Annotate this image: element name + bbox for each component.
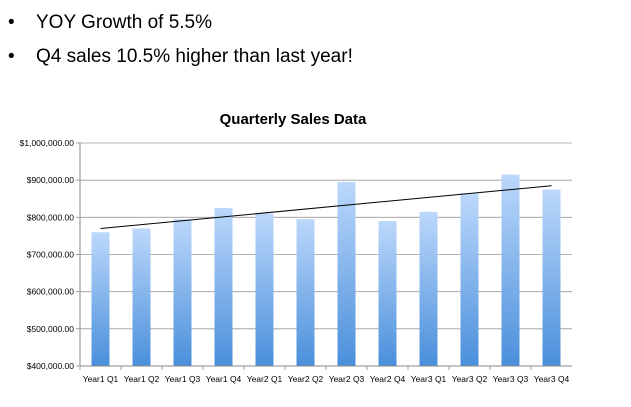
bar	[173, 219, 192, 366]
x-tick-label: Year3 Q1	[411, 374, 447, 384]
bar	[337, 182, 356, 366]
bar	[255, 213, 274, 366]
x-tick-label: Year1 Q1	[83, 374, 119, 384]
bar	[460, 193, 479, 366]
bullet-dot-icon: •	[8, 12, 15, 33]
x-tick-label: Year1 Q2	[124, 374, 160, 384]
x-tick-label: Year2 Q2	[288, 374, 324, 384]
bar	[419, 211, 438, 366]
bullet-text: Q4 sales 10.5% higher than last year!	[36, 46, 353, 67]
bullet-list: • YOY Growth of 5.5% • Q4 sales 10.5% hi…	[8, 6, 353, 74]
x-tick-label: Year3 Q3	[493, 374, 529, 384]
trendline-line	[100, 185, 552, 229]
x-tick-label: Year2 Q4	[370, 374, 406, 384]
y-tick-label: $600,000.00	[27, 287, 75, 297]
bar	[214, 208, 233, 366]
y-tick-label: $500,000.00	[27, 324, 75, 334]
axes	[79, 143, 572, 367]
bar	[296, 219, 315, 366]
y-axis-ticks: $400,000.00 $500,000.00 $600,000.00 $700,00…	[20, 138, 75, 371]
bars	[91, 174, 561, 366]
bar	[91, 232, 110, 366]
x-axis-ticks: Year1 Q1 Year1 Q2 Year1 Q3 Year1 Q4 Year2 Q1…	[83, 374, 570, 384]
bar	[542, 189, 561, 366]
x-tick-label: Year2 Q1	[247, 374, 283, 384]
y-tick-label: $1,000,000.00	[20, 138, 75, 148]
bar	[132, 228, 151, 366]
y-tick-label: $900,000.00	[27, 175, 75, 185]
bar	[501, 174, 520, 366]
x-tick-label: Year1 Q4	[206, 374, 242, 384]
bar	[378, 221, 397, 366]
y-tick-label: $800,000.00	[27, 212, 75, 222]
x-tick-label: Year1 Q3	[165, 374, 201, 384]
trendline	[100, 185, 552, 229]
bullet-text: YOY Growth of 5.5%	[36, 12, 213, 33]
x-tick-label: Year3 Q4	[534, 374, 570, 384]
x-tick-label: Year3 Q2	[452, 374, 488, 384]
x-tick-label: Year2 Q3	[329, 374, 365, 384]
bullet-item: • Q4 sales 10.5% higher than last year!	[8, 40, 353, 74]
y-tick-label: $700,000.00	[27, 250, 75, 260]
y-tick-label: $400,000.00	[27, 361, 75, 371]
bullet-dot-icon: •	[8, 46, 15, 67]
bullet-item: • YOY Growth of 5.5%	[8, 6, 353, 40]
chart-title: Quarterly Sales Data	[220, 111, 367, 128]
